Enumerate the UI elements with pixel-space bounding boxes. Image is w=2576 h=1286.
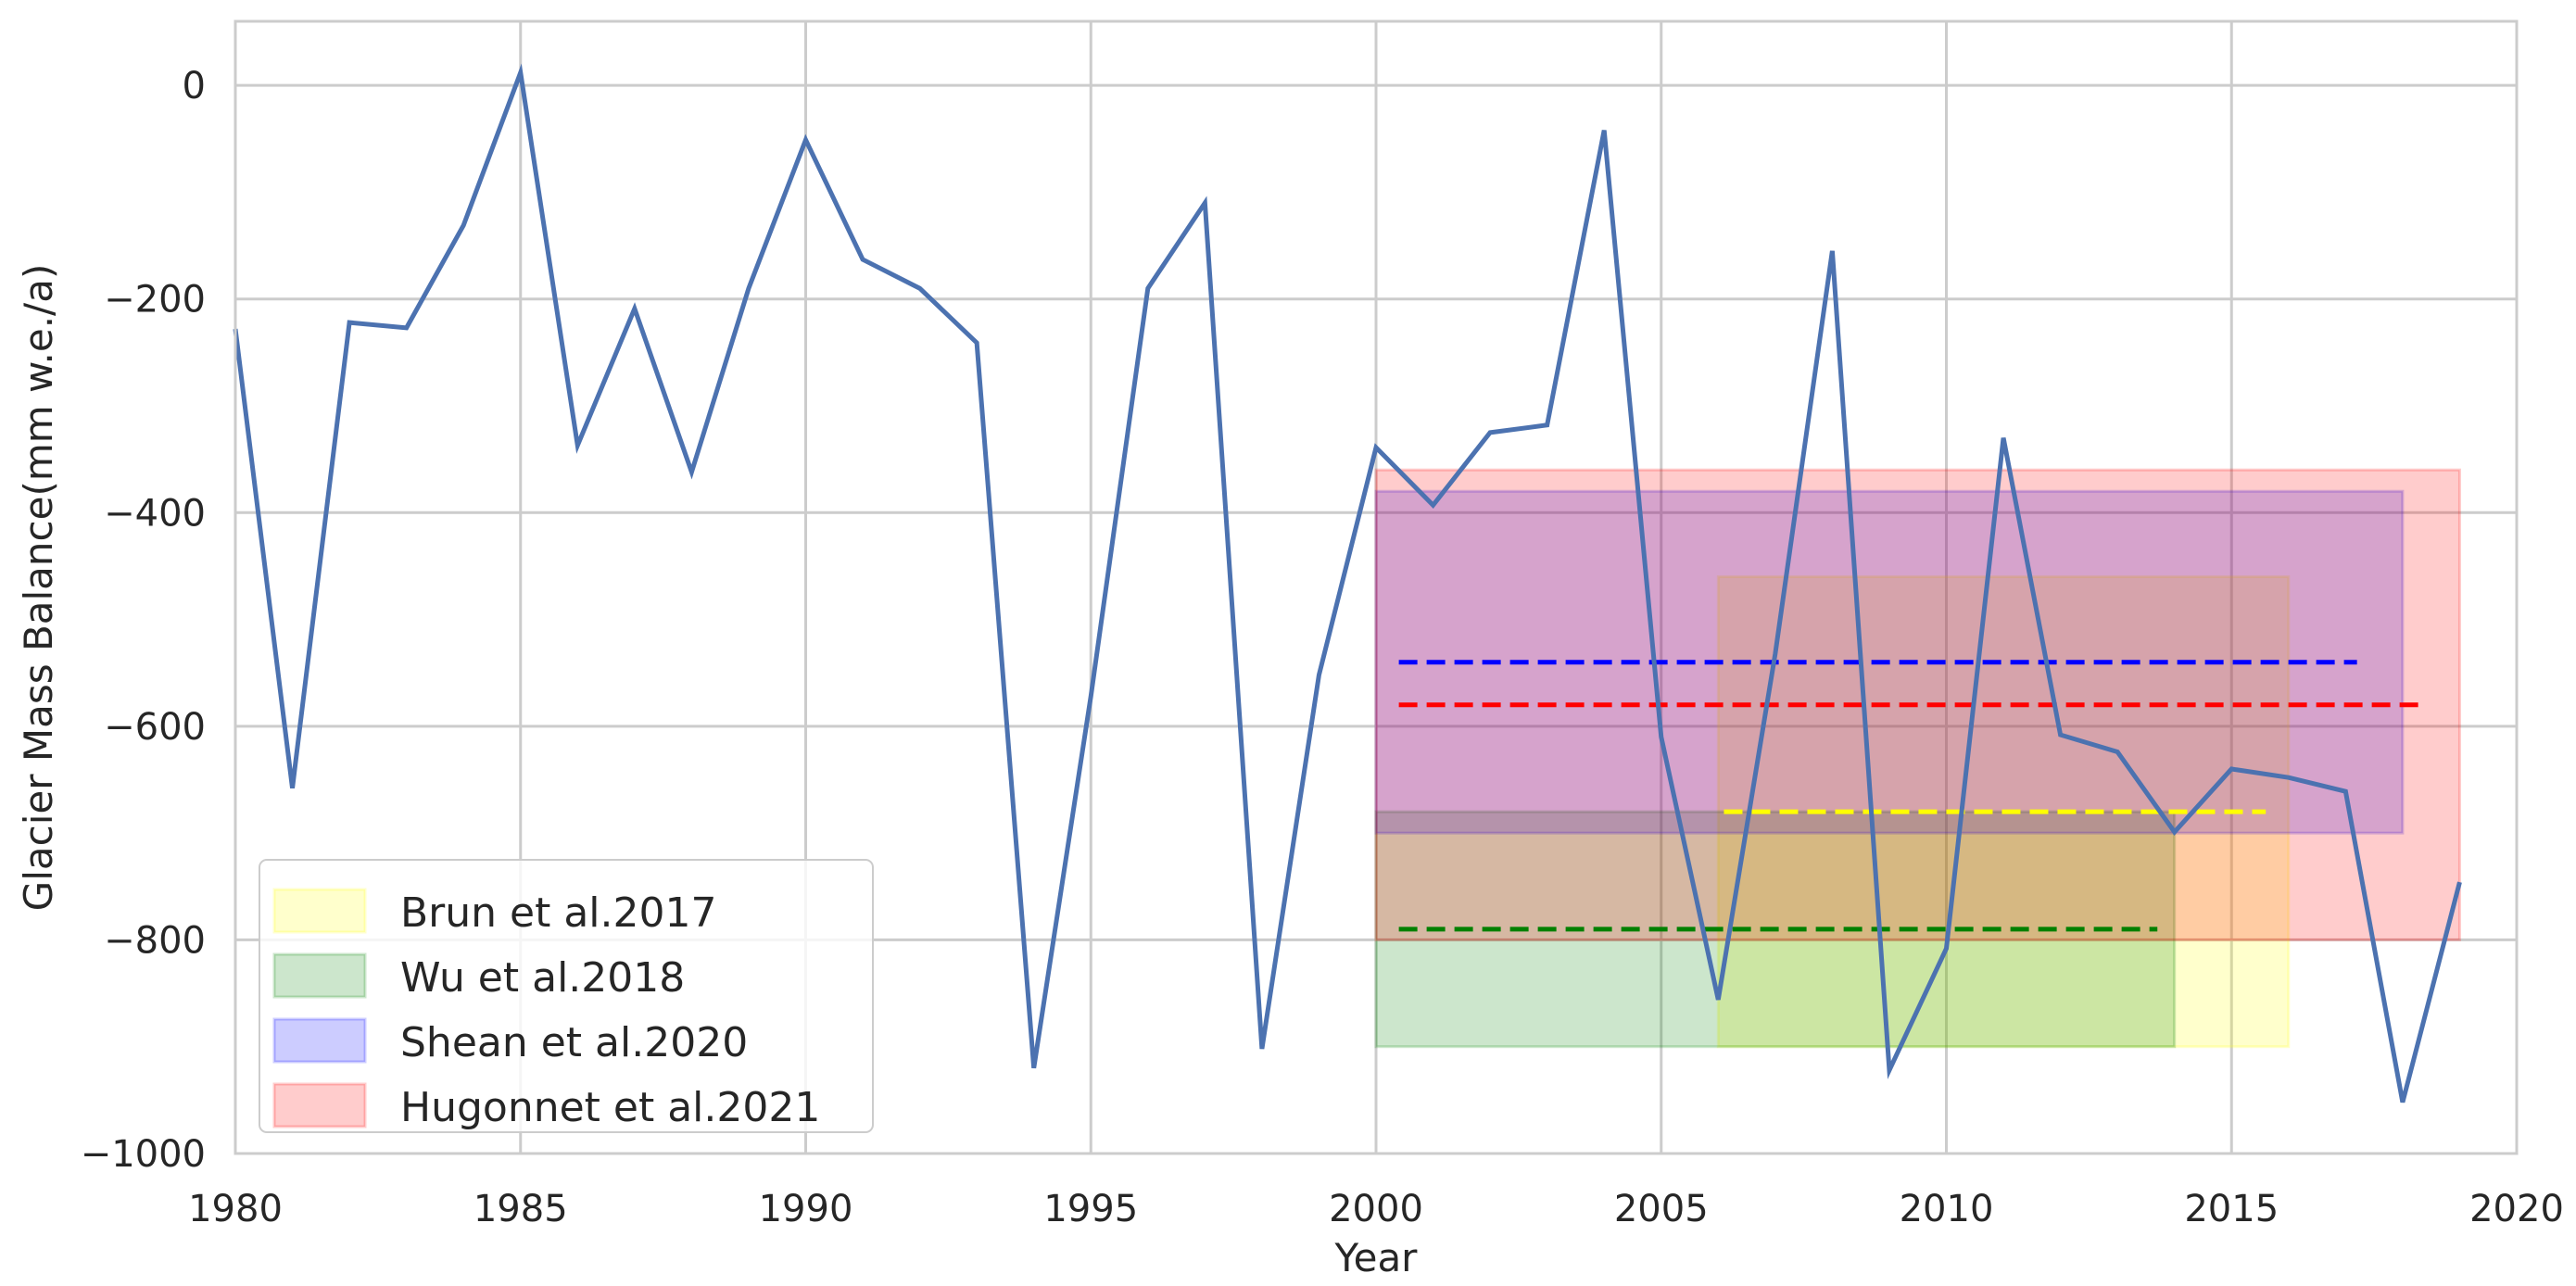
legend-swatch	[272, 1017, 367, 1064]
y-tick-label: −1000	[81, 1133, 206, 1176]
y-tick-label: −400	[104, 492, 206, 535]
x-tick-label: 1995	[1043, 1188, 1138, 1230]
y-axis-label: Glacier Mass Balance(mm w.e./a)	[16, 264, 61, 912]
study-mean-lines	[1398, 660, 2420, 932]
legend-swatch	[272, 1082, 367, 1128]
x-axis-label: Year	[1334, 1235, 1419, 1280]
mass-balance-series	[233, 63, 2462, 1103]
plot-frame	[234, 19, 2519, 1155]
x-tick-label: 2015	[2184, 1188, 2279, 1230]
y-tick-label: −800	[104, 919, 206, 962]
x-tick-label: 1985	[474, 1188, 568, 1230]
legend-box	[259, 859, 874, 1133]
x-tick-label: 2020	[2469, 1188, 2564, 1230]
y-tick-label: −600	[104, 706, 206, 749]
legend-swatch	[272, 952, 367, 999]
x-tick-label: 2000	[1329, 1188, 1423, 1230]
legend-label: Brun et al.2017	[400, 889, 717, 937]
legend-label: Hugonnet et al.2021	[400, 1084, 820, 1131]
y-tick-label: 0	[183, 65, 206, 107]
legend-label: Shean et al.2020	[400, 1019, 748, 1066]
mass-balance-line	[233, 63, 2462, 1103]
x-tick-label: 2010	[1900, 1188, 1994, 1230]
legend: Brun et al.2017 Wu et al.2018 Shean et al.…	[259, 859, 874, 1133]
legend-swatch	[272, 888, 367, 934]
legend-label: Wu et al.2018	[400, 954, 685, 1002]
x-tick-label: 2005	[1614, 1188, 1709, 1230]
x-tick-label: 1980	[188, 1188, 283, 1230]
y-axis-ticks: 0 −200 −400 −600 −800 −1000	[81, 65, 206, 1176]
x-tick-label: 1990	[759, 1188, 853, 1230]
y-tick-label: −200	[104, 279, 206, 322]
x-axis-ticks: 1980 1985 1990 1995 2000 2005 2010 2015 2020	[188, 1188, 2564, 1230]
